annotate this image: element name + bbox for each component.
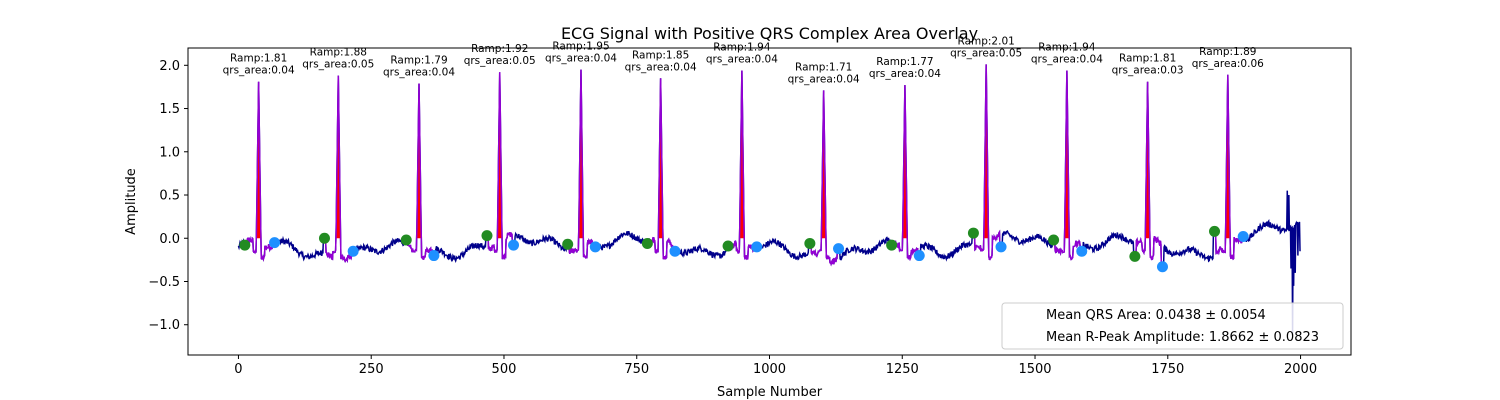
y-axis: −1.0 −0.5 0.0 0.5 1.0 1.5 2.0 [148,59,188,333]
qrs-segment-10 [973,64,1002,261]
chart-title: ECG Signal with Positive QRS Complex Are… [561,24,978,43]
y-tick-label: −1.0 [148,318,180,333]
qrs-area-label-7: qrs_area:0.04 [706,53,778,65]
qrs-onset-marker-8 [804,237,816,249]
ramp-label-8: Ramp:1.71 [795,61,852,73]
qrs-segment-11 [1053,70,1082,261]
qrs-area-label-13: qrs_area:0.06 [1192,58,1264,70]
ramp-label-3: Ramp:1.79 [390,54,447,66]
ramp-label-4: Ramp:1.92 [471,43,528,55]
qrs-area-label-10: qrs_area:0.05 [950,47,1022,59]
qrs-offset-marker-5 [589,241,601,253]
qrs-offset-marker-10 [995,241,1007,253]
x-tick-label: 1500 [1018,362,1051,377]
ramp-label-1: Ramp:1.81 [230,53,287,65]
qrs-segment-2 [324,75,354,263]
ramp-label-7: Ramp:1.94 [713,41,771,53]
ramp-label-10: Ramp:2.01 [958,35,1015,47]
qrs-onset-marker-13 [1209,225,1221,237]
x-axis: 0 250 500 750 1000 1250 1500 1750 2000 [234,355,1317,377]
qrs-segment-8 [809,90,839,267]
qrs-offset-marker-4 [508,239,520,251]
qrs-area-label-11: qrs_area:0.04 [1031,53,1103,65]
y-tick-label: 0.0 [159,232,180,247]
y-tick-label: 0.5 [159,189,180,204]
ramp-label-5: Ramp:1.95 [552,41,609,53]
y-tick-label: 2.0 [159,59,180,74]
qrs-area-label-9: qrs_area:0.04 [869,68,941,80]
x-tick-label: 750 [624,362,649,377]
qrs-offset-marker-7 [751,241,763,253]
x-tick-label: 500 [492,362,517,377]
qrs-segment-12 [1134,81,1163,268]
x-tick-label: 2000 [1284,362,1317,377]
qrs-offset-marker-8 [833,243,845,255]
qrs-area-label-1: qrs_area:0.04 [223,65,295,77]
legend-entry-mean-qrs-area: Mean QRS Area: 0.0438 ± 0.0054 [1046,308,1266,323]
x-tick-label: 1000 [753,362,786,377]
qrs-onset-marker-9 [886,239,898,251]
y-tick-label: 1.5 [159,102,180,117]
x-tick-label: 1750 [1151,362,1184,377]
qrs-offset-marker-6 [669,245,681,257]
ecg-signal-line [237,64,1301,334]
plot-area [237,64,1301,334]
qrs-onset-marker-7 [722,240,734,252]
legend-entry-mean-r-peak-amplitude: Mean R-Peak Amplitude: 1.8662 ± 0.0823 [1046,330,1319,345]
qrs-area-label-5: qrs_area:0.04 [545,53,617,65]
plot-content [237,64,1301,334]
ramp-label-6: Ramp:1.85 [632,49,689,61]
qrs-onset-marker-2 [318,232,330,244]
qrs-onset-marker-4 [481,230,493,242]
qrs-segment-1 [244,81,275,262]
qrs-area-label-6: qrs_area:0.04 [625,61,697,73]
qrs-segment-4 [486,72,514,260]
qrs-offset-marker-12 [1156,261,1168,273]
qrs-offset-marker-9 [913,250,925,262]
x-tick-label: 0 [234,362,242,377]
qrs-area-label-8: qrs_area:0.04 [788,73,860,85]
qrs-onset-marker-11 [1048,234,1060,246]
qrs-segment-5 [567,69,596,259]
qrs-area-label-12: qrs_area:0.03 [1112,65,1184,77]
qrs-onset-marker-6 [641,237,653,249]
qrs-onset-marker-12 [1129,250,1141,262]
qrs-offset-marker-11 [1076,245,1088,257]
ramp-label-13: Ramp:1.89 [1199,46,1256,58]
y-tick-label: 1.0 [159,145,180,160]
ramp-label-2: Ramp:1.88 [310,47,367,59]
ramp-label-11: Ramp:1.94 [1038,41,1096,53]
qrs-offset-marker-2 [347,245,359,257]
y-axis-label: Amplitude [124,168,139,235]
qrs-segment-13 [1214,74,1244,261]
qrs-offset-marker-1 [269,237,281,249]
y-tick-label: −0.5 [148,275,180,290]
qrs-onset-marker-10 [967,227,979,239]
qrs-onset-marker-1 [239,239,251,251]
qrs-area-label-3: qrs_area:0.04 [383,66,455,78]
qrs-area-label-4: qrs_area:0.05 [464,55,536,67]
qrs-offset-marker-13 [1237,231,1249,243]
ramp-label-9: Ramp:1.77 [876,56,933,68]
x-axis-label: Sample Number [717,385,823,400]
qrs-segment-3 [406,83,434,260]
qrs-onset-marker-5 [562,238,574,250]
legend: Mean QRS Area: 0.0438 ± 0.0054 Mean R-Pe… [1001,302,1344,350]
legend-box [1001,302,1344,350]
qrs-offset-marker-3 [428,250,440,262]
ramp-label-12: Ramp:1.81 [1119,53,1176,65]
beat-annotations: Ramp:1.81qrs_area:0.04Ramp:1.88qrs_area:… [223,35,1265,85]
qrs-area-label-2: qrs_area:0.05 [302,59,374,71]
qrs-onset-marker-3 [400,234,412,246]
x-tick-label: 1250 [886,362,919,377]
x-tick-label: 250 [359,362,384,377]
